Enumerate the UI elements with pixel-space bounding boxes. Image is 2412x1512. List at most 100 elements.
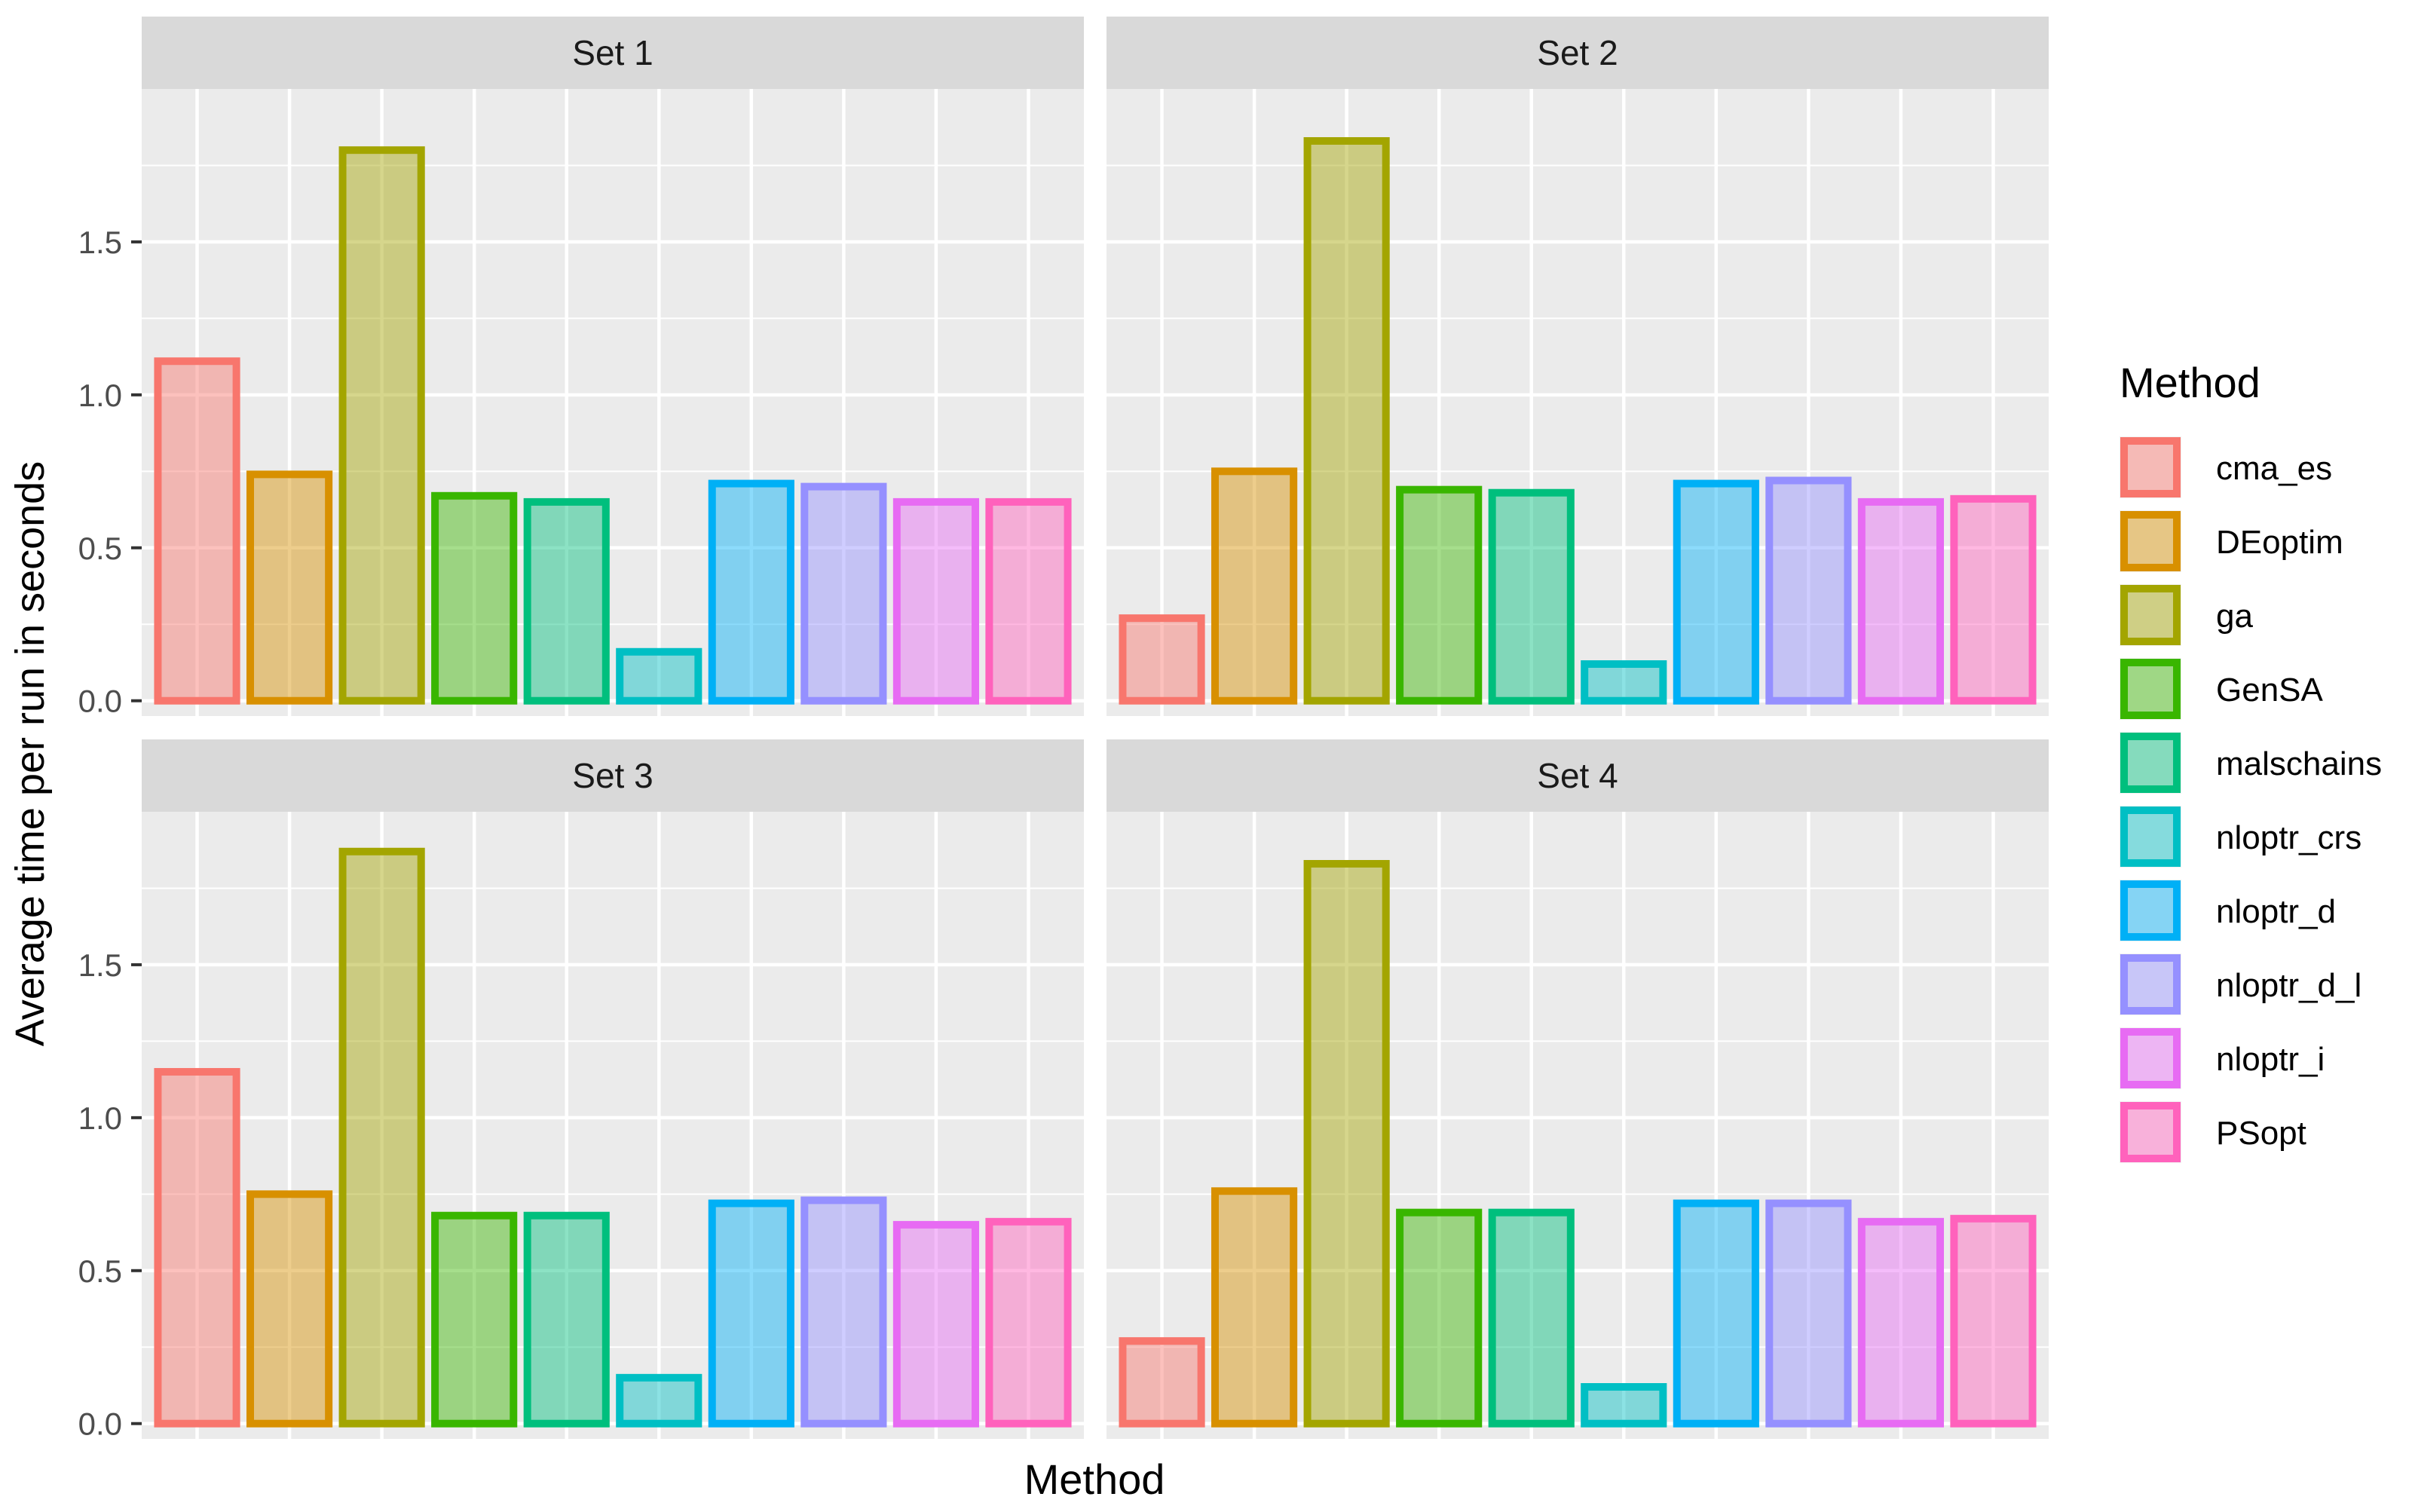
bar-nloptr_crs <box>616 1373 702 1428</box>
bar-nloptr_d <box>1673 479 1759 705</box>
legend-label: ga <box>2216 598 2253 635</box>
bar-DEoptim <box>1211 1187 1298 1428</box>
bar-cma_es <box>154 357 240 705</box>
legend-swatch <box>2120 1028 2181 1088</box>
legend-item-DEoptim: DEoptim <box>2120 510 2343 572</box>
legend-item-nloptr_d_l: nloptr_d_l <box>2120 953 2361 1015</box>
bar-DEoptim <box>246 470 333 705</box>
legend: Method cma_es DEoptim ga GenSA malschains nlop… <box>2120 359 2382 1163</box>
bar-nloptr_d_l <box>1765 1199 1852 1428</box>
bar-nloptr_crs <box>1581 1383 1667 1428</box>
legend-swatch <box>2120 437 2181 497</box>
plot-background <box>1107 812 2049 1439</box>
legend-swatch <box>2120 659 2181 719</box>
bar-nloptr_d <box>708 479 794 705</box>
bar-ga <box>1303 859 1390 1428</box>
y-tick-label: 1.0 <box>78 1100 122 1136</box>
bar-cma_es <box>1119 1337 1205 1428</box>
legend-label: DEoptim <box>2216 524 2343 561</box>
bar-GenSA <box>1396 485 1483 705</box>
legend-item-nloptr_crs: nloptr_crs <box>2120 806 2361 868</box>
facet-title: Set 3 <box>572 756 653 795</box>
bar-nloptr_i <box>1857 1217 1945 1428</box>
legend-swatch <box>2120 880 2181 941</box>
facet-strip <box>142 739 1084 812</box>
y-tick-label: 0.5 <box>78 531 122 566</box>
bar-nloptr_d <box>1673 1199 1759 1428</box>
bar-nloptr_crs <box>616 647 702 705</box>
legend-swatch <box>2120 807 2181 867</box>
bar-PSopt <box>1950 1214 2037 1428</box>
bar-nloptr_i <box>1857 497 1945 705</box>
legend-key-background <box>2120 436 2181 498</box>
y-tick-label: 0.0 <box>78 684 122 719</box>
legend-item-nloptr_d: nloptr_d <box>2120 880 2336 941</box>
legend-swatch <box>2120 1102 2181 1162</box>
bar-nloptr_crs <box>1581 660 1667 705</box>
legend-label: nloptr_i <box>2216 1041 2325 1078</box>
bar-nloptr_d_l <box>800 1196 887 1428</box>
bar-ga <box>338 146 425 705</box>
bar-malschains <box>523 497 610 705</box>
facet-panel-2: Set 2 <box>1107 17 2049 716</box>
bar-DEoptim <box>1211 467 1298 705</box>
bar-GenSA <box>431 491 518 705</box>
x-axis-title: Method <box>1024 1455 1165 1503</box>
legend-swatch <box>2120 511 2181 571</box>
bar-cma_es <box>1119 614 1205 705</box>
legend-key-background <box>2120 1027 2181 1089</box>
bar-PSopt <box>985 497 1072 705</box>
legend-item-ga: ga <box>2120 584 2253 646</box>
bar-ga <box>338 847 425 1428</box>
legend-label: malschains <box>2216 745 2382 782</box>
facet-panel-3: Set 3 0.0 0.5 1.0 1.5 <box>78 739 1084 1442</box>
legend-label: nloptr_d <box>2216 893 2336 930</box>
legend-key-background <box>2120 880 2181 941</box>
bar-GenSA <box>1396 1208 1483 1428</box>
legend-swatch <box>2120 733 2181 793</box>
bar-nloptr_d <box>708 1199 794 1428</box>
plot-background <box>142 89 1084 716</box>
legend-swatch <box>2120 585 2181 645</box>
y-tick-label: 1.0 <box>78 378 122 413</box>
facet-panel-4: Set 4 <box>1107 739 2049 1439</box>
legend-key-background <box>2120 510 2181 572</box>
facet-title: Set 4 <box>1537 756 1618 795</box>
legend-item-nloptr_i: nloptr_i <box>2120 1027 2325 1089</box>
legend-key-background <box>2120 1101 2181 1163</box>
bar-malschains <box>523 1211 610 1428</box>
facet-strip <box>1107 17 2049 89</box>
bar-malschains <box>1488 488 1575 705</box>
facet-strip <box>1107 739 2049 812</box>
legend-label: GenSA <box>2216 672 2324 709</box>
bar-PSopt <box>985 1217 1072 1428</box>
y-axis-title: Average time per run in seconds <box>8 461 53 1046</box>
y-tick-label: 0.0 <box>78 1406 122 1442</box>
legend-key-background <box>2120 806 2181 868</box>
bar-cma_es <box>154 1067 240 1428</box>
bar-nloptr_d_l <box>1765 476 1852 705</box>
legend-key-background <box>2120 584 2181 646</box>
bar-malschains <box>1488 1208 1575 1428</box>
legend-label: nloptr_crs <box>2216 819 2361 856</box>
plot-background <box>142 812 1084 1439</box>
bar-PSopt <box>1950 494 2037 705</box>
legend-key-background <box>2120 953 2181 1015</box>
legend-item-PSopt: PSopt <box>2120 1101 2306 1163</box>
facet-strip <box>142 17 1084 89</box>
legend-item-malschains: malschains <box>2120 732 2382 794</box>
legend-label: cma_es <box>2216 450 2332 487</box>
facet-panel-1: Set 1 0.0 0.5 1.0 1.5 <box>78 17 1084 719</box>
legend-title: Method <box>2120 359 2260 406</box>
bar-ga <box>1303 136 1390 705</box>
legend-swatch <box>2120 954 2181 1015</box>
bar-DEoptim <box>246 1190 333 1428</box>
plot-background <box>1107 89 2049 716</box>
legend-key-background <box>2120 658 2181 720</box>
legend-item-GenSA: GenSA <box>2120 658 2324 720</box>
legend-item-cma_es: cma_es <box>2120 436 2332 498</box>
bar-nloptr_i <box>892 497 980 705</box>
facet-title: Set 2 <box>1537 33 1618 72</box>
